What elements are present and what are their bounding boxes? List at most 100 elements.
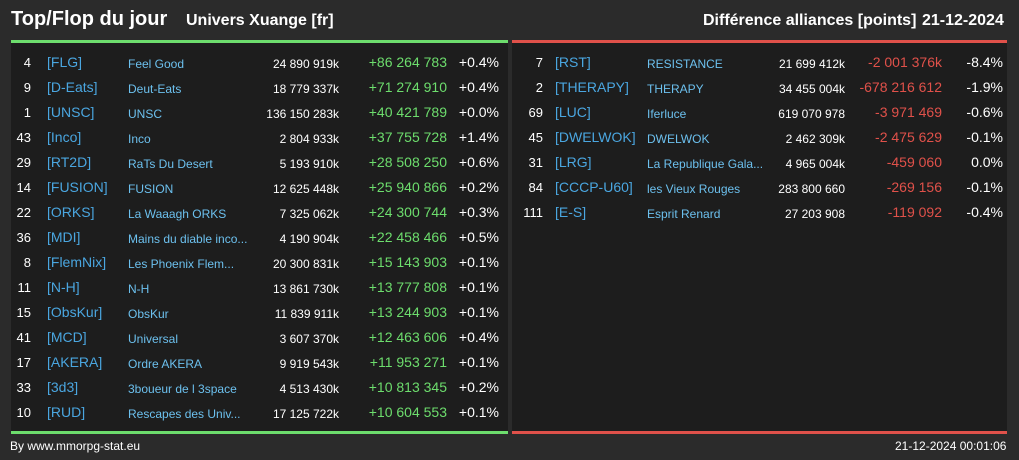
points-difference: +10 813 345 (368, 379, 447, 395)
percent-change: +1.4% (458, 129, 499, 145)
alliance-tag[interactable]: [DWELWOK] (555, 129, 636, 145)
percent-change: +0.1% (458, 354, 499, 370)
alliance-name[interactable]: Inco (128, 132, 151, 146)
alliance-points: 619 070 978 (778, 107, 845, 121)
alliance-tag[interactable]: [RUD] (47, 404, 86, 420)
alliance-points: 5 193 910k (279, 157, 339, 171)
alliance-points: 12 625 448k (272, 182, 339, 196)
alliance-name[interactable]: Rescapes des Univ... (128, 407, 241, 421)
percent-change: 0.0% (971, 154, 1003, 170)
alliance-rank: 69 (528, 105, 543, 120)
alliance-tag[interactable]: [3d3] (47, 379, 79, 395)
alliance-points: 17 125 722k (272, 407, 339, 421)
alliance-points: 18 779 337k (272, 82, 339, 96)
alliance-rank: 11 (17, 280, 32, 295)
alliance-name[interactable]: Esprit Renard (647, 207, 721, 221)
alliance-rank: 15 (16, 305, 31, 320)
top-row: 41 [MCD] Universal 3 607 370k +12 463 606 +0.… (11, 326, 508, 351)
points-difference: +71 274 910 (368, 79, 447, 95)
alliance-name[interactable]: ObsKur (128, 307, 169, 321)
alliance-tag[interactable]: [RST] (555, 54, 591, 70)
alliance-rank: 9 (23, 80, 31, 95)
percent-change: +0.0% (458, 104, 499, 120)
flop-row: 2 [THERAPY] THERAPY 34 455 004k -678 216 612… (512, 76, 1007, 101)
alliance-name[interactable]: DWELWOK (647, 132, 710, 146)
alliance-rank: 22 (16, 205, 31, 220)
points-difference: +15 143 903 (368, 254, 447, 270)
top-alliances-panel: 4 [FLG] Feel Good 24 890 919k +86 264 783 +0.… (11, 40, 508, 434)
percent-change: +0.2% (458, 379, 499, 395)
alliance-tag[interactable]: [E-S] (555, 204, 587, 220)
alliance-points: 4 513 430k (279, 382, 339, 396)
alliance-tag[interactable]: [MCD] (47, 329, 87, 345)
alliance-name[interactable]: Les Phoenix Flem... (128, 257, 235, 271)
alliance-name[interactable]: N-H (128, 282, 150, 296)
alliance-rank: 8 (23, 255, 31, 270)
alliance-name[interactable]: UNSC (128, 107, 163, 121)
alliance-points: 2 804 933k (279, 132, 339, 146)
alliance-name[interactable]: RaTs Du Desert (128, 157, 213, 171)
alliance-tag[interactable]: [FUSION] (47, 179, 108, 195)
alliance-name[interactable]: RESISTANCE (647, 57, 723, 71)
alliance-points: 3 607 370k (279, 332, 339, 346)
alliance-points: 27 203 908 (784, 207, 845, 221)
alliance-rank: 84 (528, 180, 543, 195)
alliance-name[interactable]: Feel Good (128, 57, 185, 71)
percent-change: +0.4% (458, 54, 499, 70)
flop-row: 45 [DWELWOK] DWELWOK 2 462 309k -2 475 629 -0… (512, 126, 1007, 151)
percent-change: +0.1% (458, 279, 499, 295)
percent-change: -0.4% (966, 204, 1003, 220)
alliance-name[interactable]: La Waaagh ORKS (128, 207, 227, 221)
alliance-tag[interactable]: [THERAPY] (555, 79, 629, 95)
percent-change: +0.1% (458, 404, 499, 420)
alliance-tag[interactable]: [Inco] (47, 129, 82, 145)
alliance-name[interactable]: FUSION (128, 182, 174, 196)
alliance-rank: 10 (16, 405, 31, 420)
alliance-tag[interactable]: [ObsKur] (47, 304, 103, 320)
alliance-name[interactable]: Universal (128, 332, 179, 346)
alliance-tag[interactable]: [FlemNix] (47, 254, 107, 270)
alliance-rank: 33 (16, 380, 31, 395)
alliance-tag[interactable]: [D-Eats] (47, 79, 98, 95)
alliance-name[interactable]: les Vieux Rouges (647, 182, 741, 196)
alliance-tag[interactable]: [LUC] (555, 104, 591, 120)
alliance-name[interactable]: Iferluce (647, 107, 687, 121)
alliance-name[interactable]: 3boueur de l 3space (128, 382, 237, 396)
alliance-tag[interactable]: [RT2D] (47, 154, 92, 170)
alliance-tag[interactable]: [AKERA] (47, 354, 103, 370)
top-row: 43 [Inco] Inco 2 804 933k +37 755 728 +1.4% (11, 126, 508, 151)
alliance-tag[interactable]: [N-H] (47, 279, 80, 295)
alliance-tag[interactable]: [ORKS] (47, 204, 95, 220)
points-difference: -119 092 (887, 204, 942, 220)
alliance-rank: 45 (528, 130, 543, 145)
percent-change: -1.9% (966, 79, 1003, 95)
alliance-tag[interactable]: [LRG] (555, 154, 592, 170)
points-difference: +11 953 271 (369, 354, 447, 370)
alliance-name[interactable]: Ordre AKERA (128, 357, 203, 371)
alliance-rank: 43 (16, 130, 31, 145)
alliance-name[interactable]: Mains du diable inco... (128, 232, 248, 246)
alliance-tag[interactable]: [MDI] (47, 229, 81, 245)
alliance-name[interactable]: THERAPY (647, 82, 704, 96)
universe-subtitle: Univers Xuange [fr] (186, 12, 334, 29)
alliance-points: 34 455 004k (778, 82, 845, 96)
percent-change: +0.2% (458, 179, 499, 195)
header-date: 21-12-2024 (922, 12, 1004, 29)
alliance-points: 24 890 919k (272, 57, 339, 71)
percent-change: -0.1% (966, 179, 1003, 195)
alliance-rank: 7 (535, 55, 543, 70)
alliance-points: 283 800 660 (778, 182, 845, 196)
alliance-tag[interactable]: [CCCP-U60] (555, 179, 633, 195)
alliance-rank: 31 (528, 155, 543, 170)
top-row: 9 [D-Eats] Deut-Eats 18 779 337k +71 274 910… (11, 76, 508, 101)
points-difference: -2 475 629 (875, 129, 942, 145)
top-row: 11 [N-H] N-H 13 861 730k +13 777 808 +0.1% (11, 276, 508, 301)
alliance-tag[interactable]: [FLG] (47, 54, 83, 70)
source-credit: By www.mmorpg-stat.eu (10, 439, 141, 453)
footer-timestamp: 21-12-2024 00:01:06 (895, 439, 1007, 453)
alliance-tag[interactable]: [UNSC] (47, 104, 95, 120)
percent-change: +0.1% (458, 254, 499, 270)
alliance-rank: 2 (535, 80, 543, 95)
alliance-name[interactable]: Deut-Eats (128, 82, 182, 96)
alliance-name[interactable]: La Republique Gala... (647, 157, 764, 171)
